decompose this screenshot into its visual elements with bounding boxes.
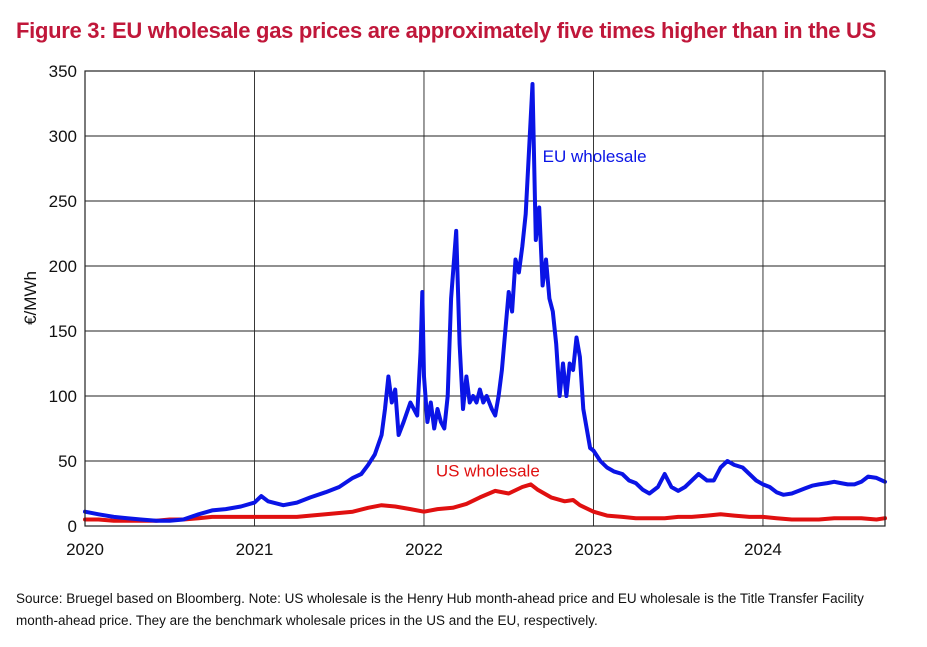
series-lines: [83, 82, 887, 523]
gridlines: [85, 71, 885, 526]
x-axis-ticks: 2020 2021 2022 2023 2024: [66, 540, 782, 559]
y-tick-label: 50: [58, 452, 77, 471]
annotation-label-eu-wholesale: EU wholesale: [543, 147, 647, 166]
y-tick-label: 350: [49, 62, 77, 81]
y-axis-label: €/MWh: [21, 271, 40, 325]
y-tick-label: 250: [49, 192, 77, 211]
y-tick-label: 0: [68, 517, 77, 536]
chart-title: Figure 3: EU wholesale gas prices are ap…: [16, 18, 876, 43]
y-tick-label: 200: [49, 257, 77, 276]
y-axis-ticks: 0 50 100 150 200 250 300 350: [49, 62, 77, 536]
source-note: Source: Bruegel based on Bloomberg. Note…: [16, 591, 864, 628]
x-tick-label: 2021: [236, 540, 274, 559]
y-tick-label: 150: [49, 322, 77, 341]
x-tick-label: 2020: [66, 540, 104, 559]
plot-frame: [84, 70, 886, 527]
y-tick-label: 100: [49, 387, 77, 406]
y-tick-label: 300: [49, 127, 77, 146]
annotation-label-us-wholesale: US wholesale: [436, 462, 540, 481]
x-tick-label: 2023: [575, 540, 613, 559]
series-line-eu-wholesale: [83, 82, 887, 523]
x-tick-label: 2024: [744, 540, 782, 559]
series-line-us-wholesale: [83, 482, 887, 523]
inline-labels: EU wholesale US wholesale: [436, 147, 647, 481]
x-tick-label: 2022: [405, 540, 443, 559]
